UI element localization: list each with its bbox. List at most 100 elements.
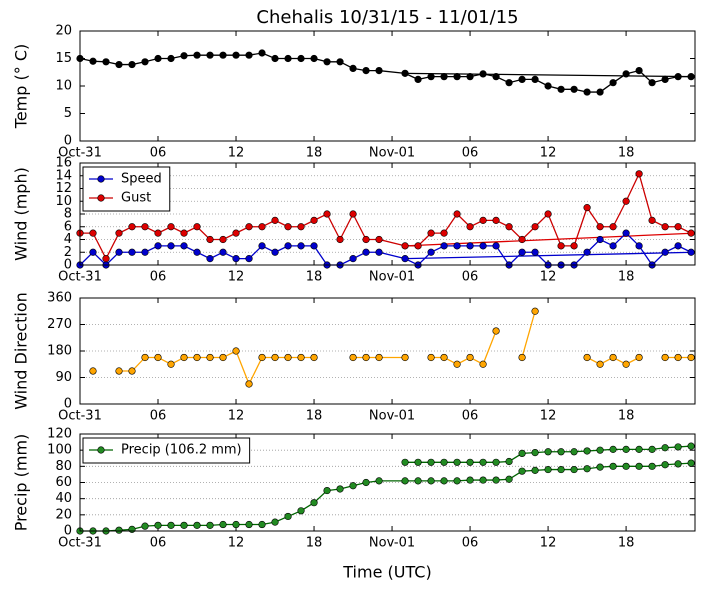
marker bbox=[193, 521, 201, 529]
marker bbox=[648, 445, 656, 453]
marker bbox=[349, 482, 357, 490]
marker bbox=[635, 170, 643, 178]
marker bbox=[518, 449, 526, 458]
marker bbox=[661, 223, 669, 231]
marker bbox=[206, 353, 214, 362]
marker bbox=[492, 73, 500, 81]
marker bbox=[401, 242, 409, 250]
marker bbox=[310, 216, 318, 224]
x-tick-label: 06 bbox=[462, 146, 479, 161]
legend-label: Precip (106.2 mm) bbox=[121, 443, 242, 458]
marker bbox=[687, 353, 695, 362]
plot-frame bbox=[79, 162, 696, 266]
x-tick-label: 18 bbox=[618, 536, 635, 551]
marker bbox=[310, 242, 318, 250]
marker bbox=[297, 54, 305, 63]
trend-line bbox=[405, 251, 696, 260]
marker bbox=[531, 223, 539, 231]
marker bbox=[557, 448, 565, 456]
marker bbox=[596, 235, 604, 244]
legend: Precip (106.2 mm) bbox=[82, 437, 251, 464]
marker bbox=[154, 229, 162, 237]
marker bbox=[609, 79, 617, 87]
trend-line bbox=[405, 72, 696, 78]
marker bbox=[310, 499, 318, 507]
marker bbox=[583, 465, 591, 473]
marker bbox=[245, 223, 253, 231]
y-tick-label: 5 bbox=[64, 106, 72, 121]
marker bbox=[271, 518, 279, 526]
x-tick-label: Oct-31 bbox=[58, 409, 102, 424]
marker bbox=[661, 444, 669, 452]
x-tick-label: 06 bbox=[150, 270, 167, 285]
marker bbox=[232, 255, 240, 263]
marker bbox=[258, 242, 266, 250]
y-tick-label: 2 bbox=[64, 245, 72, 260]
marker bbox=[479, 458, 487, 466]
marker bbox=[206, 255, 214, 263]
marker bbox=[154, 54, 162, 63]
marker bbox=[674, 353, 682, 362]
marker bbox=[479, 216, 487, 224]
marker bbox=[531, 75, 539, 83]
marker bbox=[245, 51, 253, 59]
marker bbox=[401, 458, 409, 466]
marker bbox=[427, 73, 435, 81]
y-tick-label: 270 bbox=[47, 317, 72, 332]
marker bbox=[206, 235, 214, 244]
marker bbox=[323, 210, 331, 218]
marker bbox=[492, 476, 500, 484]
marker bbox=[232, 520, 240, 529]
x-tick-label: Nov-01 bbox=[369, 270, 415, 285]
marker bbox=[479, 242, 487, 250]
x-tick-label: Oct-31 bbox=[58, 536, 102, 551]
legend-box bbox=[82, 166, 171, 212]
y-tick-label: 0 bbox=[64, 524, 72, 539]
x-tick-label: 06 bbox=[462, 409, 479, 424]
marker bbox=[271, 216, 279, 224]
x-tick-label: 12 bbox=[540, 270, 557, 285]
marker bbox=[336, 485, 344, 493]
x-tick-label: 06 bbox=[150, 409, 167, 424]
marker bbox=[453, 360, 461, 368]
marker bbox=[414, 242, 422, 250]
marker bbox=[375, 353, 383, 362]
y-tick-label: 15 bbox=[55, 51, 72, 66]
marker bbox=[557, 465, 565, 474]
marker bbox=[492, 327, 500, 335]
y-axis-label: Wind (mph) bbox=[12, 167, 31, 261]
marker bbox=[674, 242, 682, 250]
marker bbox=[297, 507, 305, 515]
y-tick-label: 6 bbox=[64, 219, 72, 234]
marker bbox=[505, 457, 513, 466]
marker bbox=[349, 255, 357, 263]
marker bbox=[648, 462, 656, 470]
marker bbox=[570, 465, 578, 474]
marker bbox=[167, 521, 175, 529]
x-tick-label: 18 bbox=[306, 536, 323, 551]
marker bbox=[245, 380, 253, 388]
marker bbox=[414, 75, 422, 83]
marker bbox=[115, 367, 123, 375]
marker bbox=[674, 73, 682, 81]
legend: Speed Gust bbox=[82, 166, 171, 212]
marker bbox=[687, 229, 695, 237]
x-axis-label: Time (UTC) bbox=[342, 563, 431, 582]
y-axis-label: Precip (mm) bbox=[12, 434, 31, 532]
x-tick-label: Oct-31 bbox=[58, 270, 102, 285]
marker bbox=[492, 242, 500, 250]
x-tick-label: 12 bbox=[228, 270, 245, 285]
marker bbox=[401, 353, 409, 362]
y-tick-label: 360 bbox=[47, 291, 72, 306]
x-tick-label: 18 bbox=[306, 409, 323, 424]
marker bbox=[622, 462, 630, 470]
marker bbox=[622, 229, 630, 237]
marker bbox=[687, 459, 695, 467]
legend-swatch bbox=[97, 446, 105, 454]
y-tick-label: 20 bbox=[55, 24, 72, 39]
marker bbox=[154, 353, 162, 362]
marker bbox=[193, 51, 201, 59]
marker bbox=[297, 223, 305, 231]
y-tick-label: 80 bbox=[55, 459, 72, 474]
